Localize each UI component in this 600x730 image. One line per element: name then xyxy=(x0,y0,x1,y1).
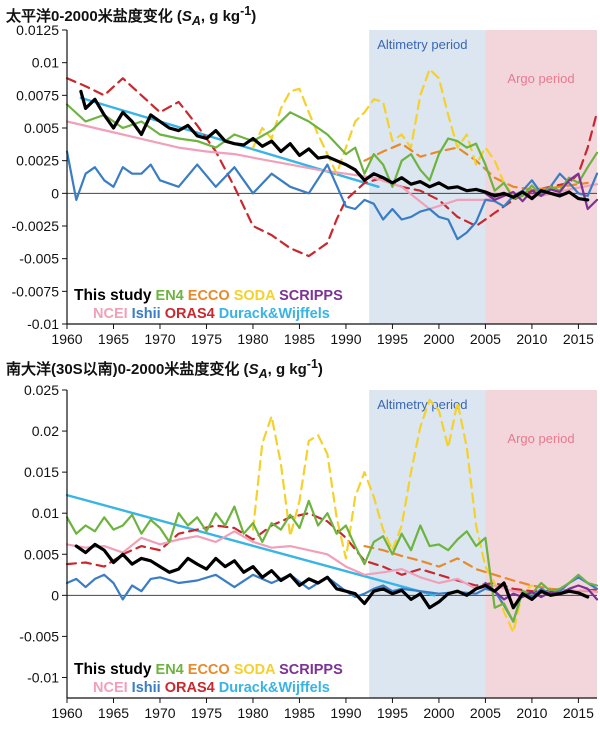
x-tick-label: 1965 xyxy=(98,331,129,347)
legend-entry: Durack&Wijffels xyxy=(215,306,330,322)
legend-entry: Durack&Wijffels xyxy=(215,680,330,696)
legend-entry: ECCO xyxy=(184,662,230,678)
series-line-ecco xyxy=(363,142,589,191)
series-line-this-study xyxy=(79,89,590,202)
y-tick-label: -0.0075 xyxy=(12,283,60,299)
series-line-durack-wijffels xyxy=(65,493,436,597)
series-line-scripps xyxy=(484,581,599,601)
series-line-oras4 xyxy=(65,512,599,594)
legend-entry: EN4 xyxy=(152,288,184,304)
x-tick-label: 1980 xyxy=(237,705,268,721)
y-tick-label: 0.0025 xyxy=(16,153,59,169)
legend-row: NCEI Ishii ORAS4 Durack&Wijffels xyxy=(93,680,330,696)
y-tick-label: 0.0075 xyxy=(16,87,59,103)
x-tick-label: 2000 xyxy=(423,331,454,347)
x-tick-label: 2005 xyxy=(470,705,501,721)
y-tick-label: 0 xyxy=(51,587,59,603)
x-tick-label: 1975 xyxy=(191,331,222,347)
legend-entry: This study xyxy=(74,287,152,304)
legend-row: This study EN4 ECCO SODA SCRIPPS xyxy=(74,287,343,304)
x-tick-label: 1995 xyxy=(377,705,408,721)
legend: This study EN4 ECCO SODA SCRIPPS NCEI Ish… xyxy=(74,661,343,696)
legend-entry: ORAS4 xyxy=(161,306,215,322)
series-line-en4 xyxy=(65,103,599,200)
x-tick-label: 2010 xyxy=(516,705,547,721)
x-tick-label: 1975 xyxy=(191,705,222,721)
x-tick-label: 1985 xyxy=(284,331,315,347)
x-tick-label: 2000 xyxy=(423,705,454,721)
legend-entry: ECCO xyxy=(184,288,230,304)
legend-entry: Ishii xyxy=(128,306,161,322)
y-tick-label: 0 xyxy=(51,185,59,201)
panel-2: Altimetry period Argo period -0.01 -0.005 0 0… xyxy=(19,382,599,721)
legend-entry: NCEI xyxy=(93,680,128,696)
legend: This study EN4 ECCO SODA SCRIPPS NCEI Ish… xyxy=(74,287,343,322)
y-tick-label: -0.005 xyxy=(19,251,59,267)
series-line-en4 xyxy=(65,499,599,623)
x-tick-label: 1990 xyxy=(330,331,361,347)
y-tick-label: 0.005 xyxy=(24,120,59,136)
series-line-ishii xyxy=(65,150,599,241)
x-tick-label: 1985 xyxy=(284,705,315,721)
x-tick-label: 1970 xyxy=(144,705,175,721)
series-line-soda xyxy=(251,398,534,634)
legend-entry: Ishii xyxy=(128,680,161,696)
y-tick-label: 0.0125 xyxy=(16,22,59,38)
y-tick-label: 0.025 xyxy=(24,382,59,398)
shaded-period-label: Argo period xyxy=(507,431,574,446)
legend-entry: SODA xyxy=(230,662,276,678)
legend-row: This study EN4 ECCO SODA SCRIPPS xyxy=(74,661,343,678)
legend-entry: ORAS4 xyxy=(161,680,215,696)
shaded-period xyxy=(485,390,597,698)
shaded-period-label: Argo period xyxy=(507,71,574,86)
series-line-oras4 xyxy=(65,77,599,258)
x-tick-label: 1970 xyxy=(144,331,175,347)
legend-entry: SCRIPPS xyxy=(275,662,343,678)
x-tick-label: 2015 xyxy=(563,331,594,347)
panel1-title: 太平洋0-2000米盐度变化 (SA, g kg-1) xyxy=(6,4,257,28)
x-tick-label: 2005 xyxy=(470,331,501,347)
y-tick-label: 0.01 xyxy=(32,505,59,521)
legend-entry: This study xyxy=(74,661,152,678)
y-tick-label: -0.0025 xyxy=(12,218,60,234)
series-line-ecco xyxy=(363,544,589,593)
legend-entry: EN4 xyxy=(152,662,184,678)
shaded-period-label: Altimetry period xyxy=(377,37,467,52)
panel-1: Altimetry period Argo period -0.01 -0.0075 -… xyxy=(12,22,599,347)
y-tick-label: 0.02 xyxy=(32,423,59,439)
y-tick-label: -0.01 xyxy=(27,316,59,332)
x-tick-label: 2010 xyxy=(516,331,547,347)
legend-entry: SODA xyxy=(230,288,276,304)
series-line-ishii xyxy=(65,573,599,623)
series-line-this-study xyxy=(74,542,590,610)
y-tick-label: 0.005 xyxy=(24,546,59,562)
x-tick-label: 1980 xyxy=(237,331,268,347)
y-tick-label: -0.01 xyxy=(27,669,59,685)
y-tick-label: 0.01 xyxy=(32,55,59,71)
series-line-scripps xyxy=(484,172,599,211)
legend-entry: SCRIPPS xyxy=(275,288,343,304)
legend-row: NCEI Ishii ORAS4 Durack&Wijffels xyxy=(93,306,330,322)
panel2-title: 南大洋(30S以南)0-2000米盐度变化 (SA, g kg-1) xyxy=(6,357,323,381)
x-tick-label: 1960 xyxy=(51,331,82,347)
y-tick-label: 0.015 xyxy=(24,464,59,480)
x-tick-label: 2015 xyxy=(563,705,594,721)
x-tick-label: 1995 xyxy=(377,331,408,347)
shaded-period-label: Altimetry period xyxy=(377,397,467,412)
x-tick-label: 1990 xyxy=(330,705,361,721)
series-line-soda xyxy=(251,68,515,197)
series-line-ncei xyxy=(65,530,599,595)
legend-entry: NCEI xyxy=(93,306,128,322)
y-tick-label: -0.005 xyxy=(19,628,59,644)
x-tick-label: 1965 xyxy=(98,705,129,721)
x-tick-label: 1960 xyxy=(51,705,82,721)
